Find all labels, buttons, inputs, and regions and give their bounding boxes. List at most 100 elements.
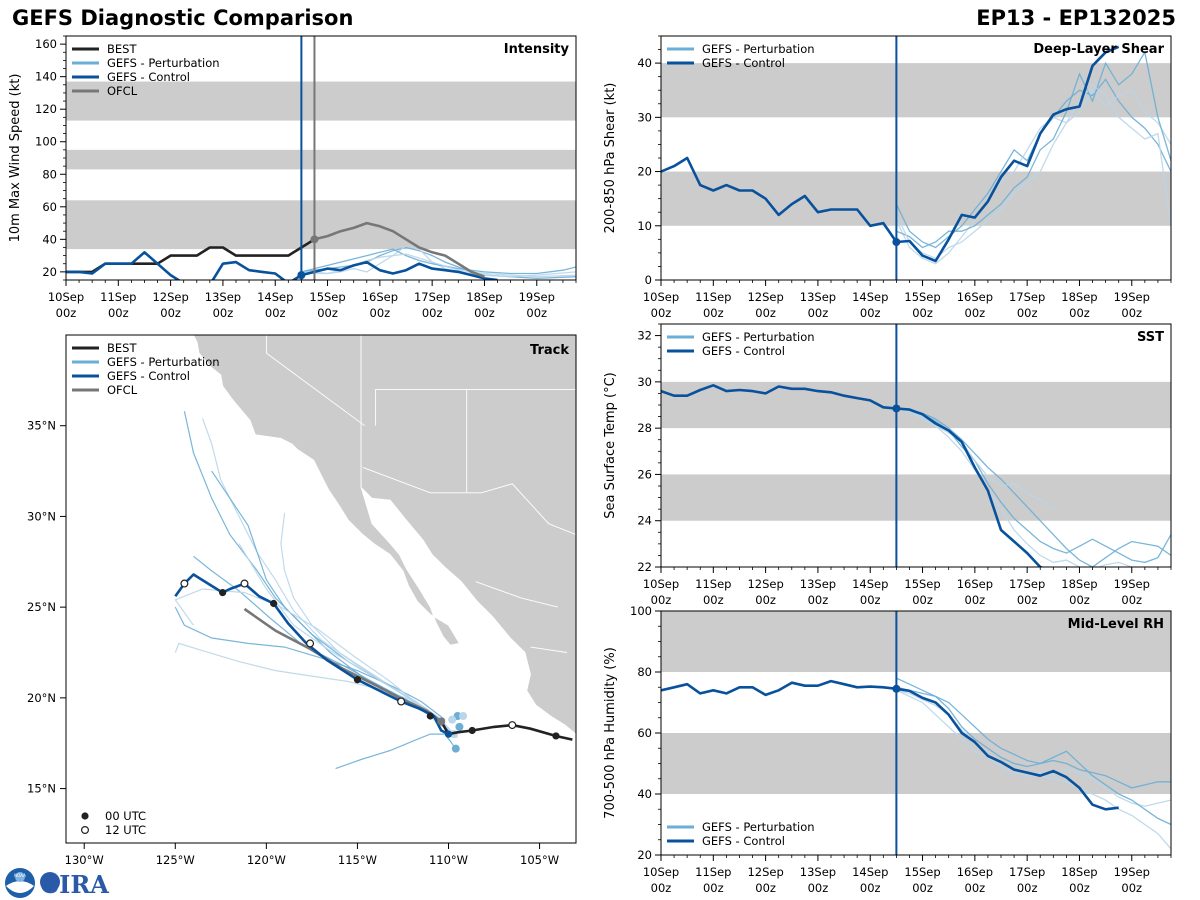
rh-ytick-label: 20 (637, 848, 652, 862)
sst-ylabel: Sea Surface Temp (°C) (603, 372, 618, 519)
shear-xtick-hour: 00z (1121, 306, 1142, 320)
rh-xtick-date: 14Sep (852, 865, 888, 879)
track-xtick-label: 120°W (247, 853, 286, 867)
noaa-logo-bird (15, 872, 25, 882)
track-xtick-label: 110°W (429, 853, 468, 867)
sst-perturbation-line-3 (896, 407, 1054, 510)
track-land-mainland (360, 335, 576, 735)
track-border-4 (375, 388, 576, 426)
sst-xtick-hour: 00z (1017, 593, 1038, 607)
intensity-xtick-hour: 00z (474, 306, 495, 320)
intensity-band-2 (66, 81, 576, 121)
shear-xtick-hour: 00z (1017, 306, 1038, 320)
shear-xtick-hour: 00z (808, 306, 829, 320)
intensity-perturbation-line-2 (301, 248, 576, 275)
rh-panel: 20 40 60 80 100 10Sep 00z 11Sep 00z 12Sep 00z 13Sep… (603, 604, 1172, 895)
rh-ytick-label: 40 (637, 787, 652, 801)
shear-xtick-date: 14Sep (852, 290, 888, 304)
shear-title: Deep-Layer Shear (1033, 42, 1164, 57)
shear-xtick-hour: 00z (860, 306, 881, 320)
sst-ytick-label: 26 (637, 467, 652, 481)
intensity-legend-label: OFCL (107, 84, 138, 98)
intensity-panel: 20 40 60 80 100 120 140 160 10Sep 00z 11Sep 00z 12Se… (8, 35, 577, 320)
shear-ytick-label: 40 (637, 56, 652, 70)
track-frame (65, 334, 577, 844)
intensity-ytick-label: 100 (35, 135, 57, 149)
sst-legend-label: GEFS - Control (702, 344, 785, 358)
track-best-marker-00utc (468, 726, 476, 735)
intensity-xtick-date: 18Sep (466, 290, 502, 304)
rh-legend-label: GEFS - Perturbation (702, 820, 815, 834)
track-control-marker-00utc (426, 712, 434, 720)
track-control-marker-00utc (353, 676, 362, 684)
intensity-perturbation-line-3 (301, 253, 576, 278)
track-control-marker-12utc (397, 697, 406, 706)
sst-ytick-label: 32 (637, 329, 652, 343)
rh-ylabel: 700-500 hPa Humidity (%) (603, 647, 618, 819)
sst-ytick-label: 24 (637, 514, 652, 528)
cira-logo-globe (40, 872, 60, 892)
page-title: GEFS Diagnostic Comparison (12, 6, 354, 30)
shear-xtick-date: 12Sep (747, 290, 783, 304)
track-perturbation-point (448, 715, 457, 724)
rh-perturbation-line-3 (896, 689, 1171, 850)
shear-perturbation-line-3 (895, 83, 1171, 260)
track-legend-12utc-marker (80, 825, 89, 834)
sst-xtick-hour: 00z (1069, 593, 1090, 607)
rh-band-1 (661, 611, 1171, 672)
shear-plot-area (661, 45, 1171, 265)
track-border-2 (362, 466, 576, 536)
sst-xtick-hour: 00z (860, 593, 881, 607)
track-control-marker-12utc (180, 579, 189, 588)
sst-xtick-hour: 00z (965, 593, 986, 607)
track-legend-00utc-label: 00 UTC (105, 809, 146, 823)
sst-xtick-date: 14Sep (852, 577, 888, 591)
shear-xtick-hour: 00z (651, 306, 672, 320)
shear-xtick-date: 19Sep (1114, 290, 1150, 304)
sst-band-0 (661, 474, 1171, 521)
intensity-ytick-label: 80 (42, 167, 57, 181)
intensity-xtick-date: 14Sep (257, 290, 293, 304)
intensity-ytick-label: 160 (35, 37, 57, 51)
storm-id: EP13 - EP132025 (976, 6, 1176, 30)
intensity-ytick-label: 20 (42, 265, 57, 279)
shear-ytick-label: 10 (637, 219, 652, 233)
rh-xtick-date: 13Sep (800, 865, 836, 879)
sst-xtick-date: 17Sep (1009, 577, 1045, 591)
shear-legend-label: GEFS - Perturbation (702, 42, 815, 56)
track-xtick-label: 105°W (520, 853, 559, 867)
cira-logo-text: CIRA (40, 870, 109, 899)
track-control-marker-12utc (240, 579, 249, 588)
sst-xtick-hour: 00z (808, 593, 829, 607)
intensity-ytick-label: 40 (42, 232, 57, 246)
track-control-marker-00utc (270, 599, 278, 608)
intensity-xtick-hour: 00z (160, 306, 181, 320)
intensity-xtick-hour: 00z (265, 306, 286, 320)
noaa-logo-wave (6, 881, 34, 893)
intensity-ylabel: 10m Max Wind Speed (kt) (8, 74, 23, 243)
track-legend-label: BEST (107, 341, 137, 355)
shear-band-1 (661, 63, 1171, 118)
track-perturbation-line-4 (174, 606, 446, 721)
track-ytick-label: 15°N (27, 782, 56, 796)
rh-xtick-hour: 00z (755, 881, 776, 895)
intensity-perturbation-line-1 (301, 245, 576, 278)
sst-xtick-date: 15Sep (904, 577, 940, 591)
sst-xtick-hour: 00z (755, 593, 776, 607)
track-plot-area (174, 335, 576, 770)
track-perturbation-line-6 (335, 733, 457, 770)
sst-legend-label: GEFS - Perturbation (702, 330, 815, 344)
sst-xtick-date: 18Sep (1061, 577, 1097, 591)
rh-xtick-hour: 00z (860, 881, 881, 895)
intensity-legend-label: GEFS - Perturbation (107, 56, 220, 70)
shear-ytick-label: 30 (637, 110, 652, 124)
shear-xtick-hour: 00z (912, 306, 933, 320)
track-perturbation-point (455, 722, 464, 731)
rh-xtick-hour: 00z (703, 881, 724, 895)
shear-xtick-date: 13Sep (800, 290, 836, 304)
track-ytick-label: 20°N (27, 691, 56, 705)
rh-xtick-hour: 00z (965, 881, 986, 895)
track-control-line (174, 573, 450, 736)
intensity-control-line (66, 251, 498, 280)
track-ytick-label: 35°N (27, 419, 56, 433)
